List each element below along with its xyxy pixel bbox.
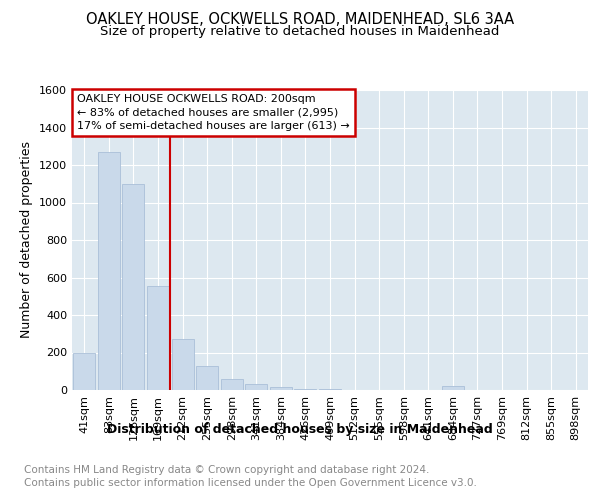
Bar [73, 352, 95, 390]
Bar [172, 340, 194, 390]
Bar [196, 366, 218, 390]
Bar [98, 152, 120, 390]
Bar [122, 184, 145, 390]
Text: OAKLEY HOUSE, OCKWELLS ROAD, MAIDENHEAD, SL6 3AA: OAKLEY HOUSE, OCKWELLS ROAD, MAIDENHEAD,… [86, 12, 514, 28]
Bar [147, 286, 169, 390]
Bar [270, 387, 292, 390]
Text: Contains public sector information licensed under the Open Government Licence v3: Contains public sector information licen… [24, 478, 477, 488]
Bar [442, 386, 464, 390]
Text: Size of property relative to detached houses in Maidenhead: Size of property relative to detached ho… [100, 25, 500, 38]
Y-axis label: Number of detached properties: Number of detached properties [20, 142, 34, 338]
Text: Distribution of detached houses by size in Maidenhead: Distribution of detached houses by size … [107, 422, 493, 436]
Text: OAKLEY HOUSE OCKWELLS ROAD: 200sqm
← 83% of detached houses are smaller (2,995)
: OAKLEY HOUSE OCKWELLS ROAD: 200sqm ← 83%… [77, 94, 350, 131]
Bar [245, 384, 268, 390]
Bar [295, 389, 316, 390]
Bar [221, 379, 243, 390]
Text: Contains HM Land Registry data © Crown copyright and database right 2024.: Contains HM Land Registry data © Crown c… [24, 465, 430, 475]
